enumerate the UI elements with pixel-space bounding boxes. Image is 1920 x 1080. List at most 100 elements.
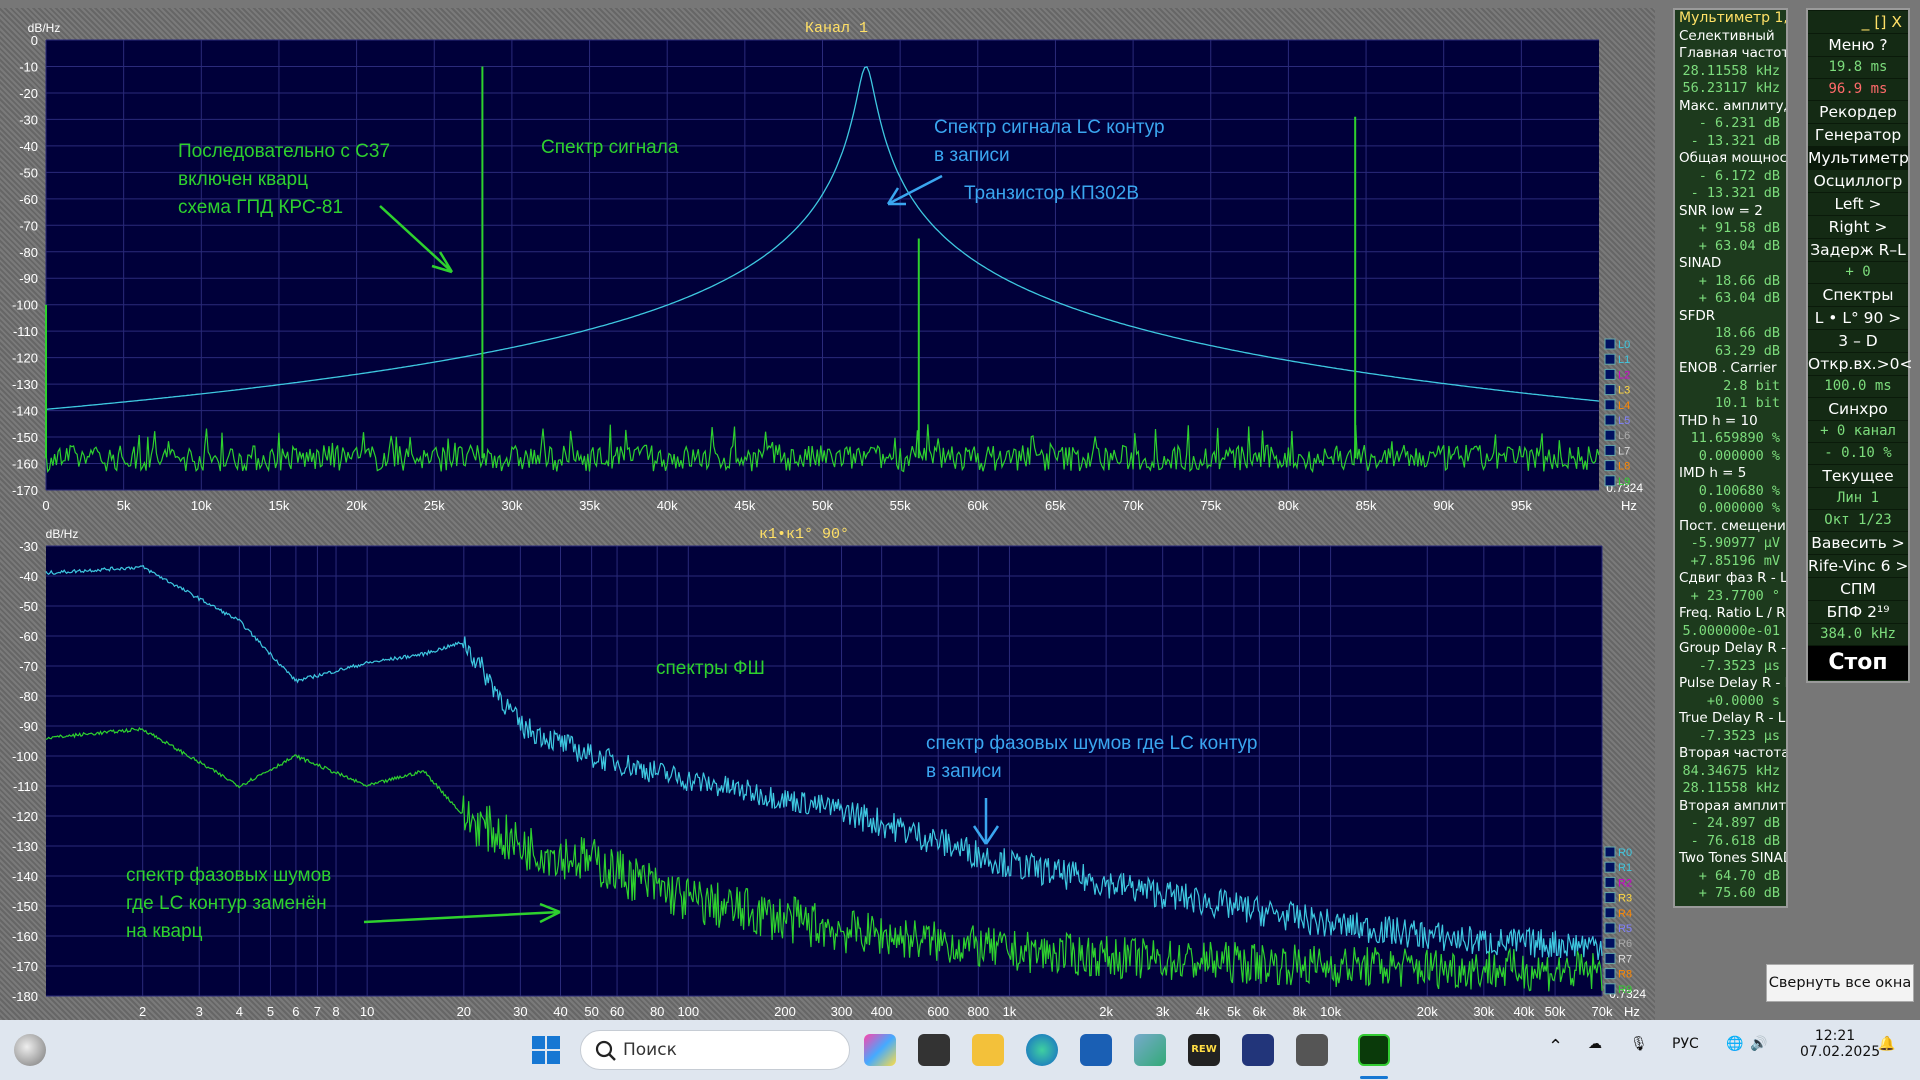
corner-value: 0.7324 bbox=[1606, 481, 1643, 495]
menu-item[interactable]: Рекордер bbox=[1808, 100, 1908, 123]
annotation: Транзистор КП302В bbox=[964, 183, 1139, 204]
x-tick-label: 30k bbox=[1473, 1004, 1494, 1019]
meter-value: 84.34675 kHz bbox=[1682, 762, 1780, 779]
arrow-icon bbox=[363, 902, 561, 924]
x-tick-label: 200 bbox=[774, 1004, 796, 1019]
store-icon[interactable] bbox=[1080, 1034, 1112, 1066]
edge-icon[interactable] bbox=[1026, 1034, 1058, 1066]
windows-icon bbox=[532, 1036, 560, 1064]
menu-item[interactable]: Стоп bbox=[1808, 645, 1908, 680]
meter-label: THD h = 10 bbox=[1679, 412, 1758, 429]
x-tick-label: 5k bbox=[1227, 1004, 1241, 1019]
notification-icon[interactable]: 🔔 bbox=[1878, 1036, 1896, 1052]
y-tick-label: -150 bbox=[12, 430, 38, 445]
charts-svg: 0 -10 -20 -30 -40 -50 -60 -70 -80 -90 -100 -110 -120… bbox=[12, 20, 1646, 1019]
app-icon[interactable] bbox=[1242, 1034, 1274, 1066]
x-tick-label: 50 bbox=[584, 1004, 598, 1019]
y-tick-label: -30 bbox=[19, 112, 38, 127]
x-tick-label: 45k bbox=[734, 498, 755, 513]
menu-item: + 0 канал bbox=[1808, 420, 1908, 442]
folder-icon[interactable] bbox=[972, 1034, 1004, 1066]
meter-value: + 63.04 dB bbox=[1698, 290, 1780, 306]
x-tick-label: 15k bbox=[268, 498, 289, 513]
x-tick-label: 30k bbox=[501, 498, 522, 513]
arrow-icon bbox=[379, 205, 454, 274]
meter-label: Freq. Ratio L / R bbox=[1679, 605, 1786, 621]
volume-icon[interactable]: 🔊 bbox=[1750, 1036, 1768, 1052]
menu-item[interactable]: Откр.вх.>0< bbox=[1808, 352, 1912, 375]
menu-item[interactable]: БПФ 2¹⁹ bbox=[1808, 600, 1908, 623]
taskview-icon[interactable] bbox=[918, 1034, 950, 1066]
menu-item: Окт 1/23 bbox=[1808, 509, 1908, 531]
spectrum-charts: 0 -10 -20 -30 -40 -50 -60 -70 -80 -90 -100 -110 -120… bbox=[0, 8, 1655, 1020]
search-input[interactable]: Поиск bbox=[580, 1030, 850, 1070]
globe-icon[interactable]: 🌐 bbox=[1726, 1036, 1744, 1052]
y-tick-label: -140 bbox=[12, 404, 38, 419]
menu-item: 384.0 kHz bbox=[1808, 623, 1908, 645]
menu-item[interactable]: L • L° 90 > bbox=[1808, 306, 1908, 329]
window-controls[interactable]: _ [] X bbox=[1808, 10, 1908, 33]
active-indicator bbox=[1360, 1076, 1388, 1079]
meter-value: 10.1 bit bbox=[1714, 395, 1780, 411]
menu-item[interactable]: Спектры bbox=[1808, 283, 1908, 306]
y-tick-label: -140 bbox=[12, 869, 38, 884]
y-tick-label: 0 bbox=[31, 33, 38, 48]
search-icon bbox=[595, 1040, 616, 1061]
menu-item[interactable]: Right > bbox=[1808, 215, 1908, 238]
menu-item: 19.8 ms bbox=[1808, 56, 1908, 78]
y-tick-label: -40 bbox=[19, 569, 38, 584]
menu-item[interactable]: Мультиметр bbox=[1808, 146, 1909, 169]
legend-swatch bbox=[1604, 338, 1616, 350]
weather-icon[interactable] bbox=[14, 1034, 46, 1066]
y-tick-label: -90 bbox=[19, 271, 38, 286]
menu-item[interactable]: Осциллогр bbox=[1808, 169, 1908, 192]
menu-item[interactable]: Синхро bbox=[1808, 397, 1908, 420]
y-axis-label: dB/Hz bbox=[46, 527, 79, 541]
menu-item[interactable]: Текущее bbox=[1808, 464, 1908, 487]
menu-item[interactable]: Задерж R–L bbox=[1808, 238, 1908, 261]
photos-icon[interactable] bbox=[1134, 1034, 1166, 1066]
legend-label: L7 bbox=[1618, 445, 1630, 457]
menu-item[interactable]: Генератор bbox=[1808, 123, 1908, 146]
menu-item[interactable]: Rife-Vinc 6 > bbox=[1808, 554, 1908, 577]
legend-label: R4 bbox=[1618, 908, 1632, 920]
menu-item[interactable]: Меню ? bbox=[1808, 33, 1908, 56]
menu-item[interactable]: 3 – D bbox=[1808, 329, 1908, 352]
meter-value: 18.66 dB bbox=[1714, 325, 1780, 341]
multimeter-panel: Мультиметр 1,2 Селективный Главная частота… bbox=[1673, 8, 1788, 908]
calculator-icon[interactable] bbox=[1296, 1034, 1328, 1066]
language-indicator[interactable]: РУС bbox=[1672, 1036, 1699, 1052]
copilot-icon[interactable] bbox=[864, 1034, 896, 1066]
x-tick-label: 20 bbox=[457, 1004, 471, 1019]
x-tick-label: 90k bbox=[1433, 498, 1454, 513]
legend-swatch bbox=[1604, 475, 1616, 487]
meter-value: 28.11558 kHz bbox=[1682, 62, 1780, 79]
y-tick-label: -110 bbox=[13, 779, 38, 794]
legend-label: L2 bbox=[1618, 369, 1630, 381]
spectrum-app-icon[interactable] bbox=[1358, 1034, 1390, 1066]
x-tick-label: 4 bbox=[236, 1004, 243, 1019]
legend-label: R5 bbox=[1618, 923, 1632, 935]
series-green bbox=[45, 726, 1603, 992]
rew-icon[interactable]: REW bbox=[1188, 1034, 1220, 1066]
meter-value: 0.000000 % bbox=[1698, 447, 1780, 464]
x-tick-label: 5k bbox=[117, 498, 131, 513]
meter-value: +0.0000 s bbox=[1706, 692, 1780, 709]
legend-label: L5 bbox=[1618, 415, 1630, 427]
y-tick-label: -90 bbox=[19, 719, 38, 734]
network-icon[interactable]: ☁ bbox=[1588, 1036, 1602, 1052]
time: 12:21 bbox=[1814, 1028, 1856, 1044]
menu-item[interactable]: Left > bbox=[1808, 192, 1908, 215]
menu-item[interactable]: Вавесить > bbox=[1808, 531, 1908, 554]
x-tick-label: 30 bbox=[513, 1004, 527, 1019]
menu-item[interactable]: СПМ bbox=[1808, 577, 1908, 600]
chevron-up-icon[interactable]: ⌃ bbox=[1548, 1036, 1564, 1057]
clock[interactable]: 12:21 07.02.2025 bbox=[1800, 1028, 1880, 1060]
mic-icon[interactable]: 🎙 bbox=[1630, 1036, 1648, 1052]
meter-value: + 18.66 dB bbox=[1698, 272, 1780, 289]
y-tick-label: -120 bbox=[12, 351, 38, 366]
start-button[interactable] bbox=[530, 1034, 562, 1066]
legend-swatch bbox=[1604, 892, 1616, 904]
meter-value: - 13.321 dB bbox=[1690, 132, 1780, 149]
x-tick-label: 60 bbox=[610, 1004, 624, 1019]
